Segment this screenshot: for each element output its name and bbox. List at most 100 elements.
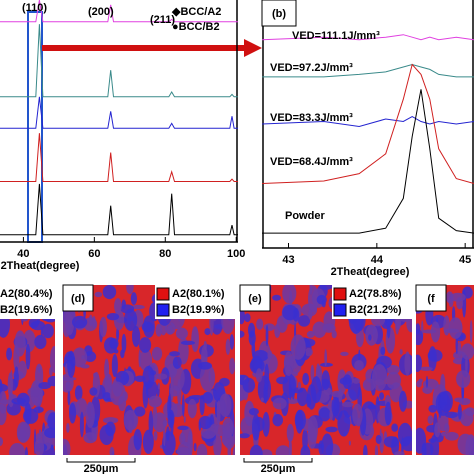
legend-label: A2(78.8%) (349, 288, 402, 300)
b2-region (264, 363, 270, 391)
legend-swatch (333, 303, 347, 317)
b2-region (260, 397, 264, 403)
b2-region (28, 318, 39, 329)
b2-region (469, 319, 473, 344)
arrow-head (244, 39, 262, 57)
b2-region (401, 436, 412, 452)
peak-annotation: (110) (22, 2, 47, 14)
b2-region (152, 412, 167, 433)
b2-region (67, 350, 76, 378)
b2-region (0, 383, 9, 393)
xrd-curve (0, 96, 238, 129)
b2-region (428, 438, 436, 443)
b2-region (139, 337, 152, 353)
b2-region (272, 397, 287, 410)
b2-region (183, 416, 186, 423)
b2-region (121, 333, 127, 354)
b2-region (66, 423, 70, 433)
b2-region (123, 308, 138, 332)
b2-region (427, 415, 434, 425)
b2-region (394, 451, 405, 455)
b2-region (282, 304, 298, 321)
b2-region (272, 294, 282, 301)
b2-region (225, 338, 231, 355)
b2-region (163, 424, 166, 447)
b2-region (14, 330, 26, 357)
b2-region (324, 349, 328, 367)
b2-region (307, 424, 317, 449)
b2-region (255, 368, 263, 383)
b2-region (134, 406, 146, 417)
b2-region (290, 334, 306, 360)
b2-region (133, 428, 142, 451)
xrd-curve (262, 116, 474, 128)
b2-region (391, 423, 399, 432)
b2-region (422, 442, 434, 455)
panel-label-box (62, 284, 94, 312)
b2-region (102, 285, 117, 300)
b2-region (179, 432, 186, 445)
b2-region (399, 349, 403, 355)
b2-region (170, 403, 185, 418)
b2-region (114, 298, 122, 315)
b2-region (27, 387, 41, 397)
peak-annotation: ◆BCC/A2 (171, 6, 221, 18)
b2-region (331, 330, 337, 339)
b2-region (441, 431, 447, 437)
b2-region (126, 285, 134, 295)
b2-region (109, 381, 126, 406)
highlight-box (27, 11, 43, 243)
b2-region (72, 315, 88, 329)
b2-region (363, 444, 368, 455)
b2-region (341, 401, 354, 408)
b2-region (386, 364, 400, 375)
b2-region (444, 423, 450, 434)
b2-region (229, 357, 235, 375)
b2-region (170, 374, 174, 402)
b2-region (72, 347, 88, 368)
b2-region (102, 392, 112, 402)
b2-region (204, 328, 211, 336)
b2-region (0, 437, 4, 447)
b2-region (34, 334, 47, 350)
b2-region (242, 377, 256, 393)
b2-region (157, 382, 161, 390)
b2-region (331, 390, 344, 398)
b2-region (342, 374, 352, 389)
b2-region (275, 445, 291, 455)
panel-label: (f (427, 293, 435, 305)
b2-region (368, 334, 372, 341)
b2-region (215, 400, 218, 418)
b2-region (85, 401, 95, 428)
b2-region (352, 377, 361, 384)
b2-region (94, 291, 103, 298)
b2-region (379, 392, 385, 400)
b2-region (150, 370, 157, 376)
b2-region (250, 355, 263, 372)
x-axis-label: 2Theat(degree) (1, 260, 80, 272)
b2-region (131, 304, 145, 310)
b2-region (167, 409, 175, 429)
b2-region (169, 351, 180, 357)
b2-region (188, 394, 204, 400)
x-tick-label: 60 (88, 248, 100, 260)
b2-region (384, 401, 392, 426)
b2-region (244, 400, 255, 427)
b2-region (11, 397, 26, 405)
x-tick-label: 40 (17, 248, 29, 260)
legend-swatch (333, 287, 347, 301)
b2-region (64, 313, 74, 336)
b2-region (348, 440, 351, 446)
b2-region (16, 421, 30, 443)
b2-region (367, 404, 377, 410)
b2-region (340, 351, 349, 357)
b2-region (111, 354, 118, 378)
b2-region (155, 323, 163, 337)
b2-region (337, 410, 351, 437)
b2-region (142, 429, 154, 454)
b2-region (260, 449, 273, 455)
legend-label: A2(80.1%) (172, 288, 225, 300)
b2-region (262, 411, 270, 437)
b2-region (24, 446, 28, 455)
b2-region (425, 375, 429, 388)
